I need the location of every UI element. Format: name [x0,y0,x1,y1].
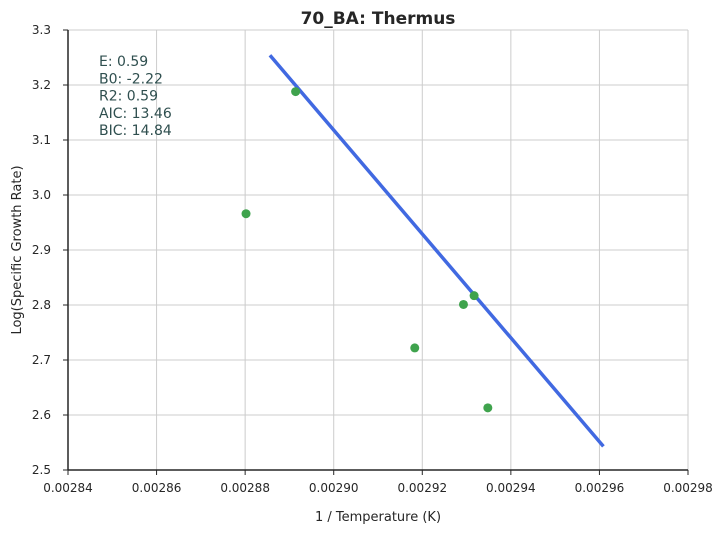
data-point [410,343,419,352]
stat-line: BIC: 14.84 [99,123,172,139]
x-axis-label: 1 / Temperature (K) [315,510,441,525]
stat-line: E: 0.59 [99,54,148,70]
data-point [483,403,492,412]
y-tick-label: 3.3 [32,23,51,37]
y-tick-label: 2.9 [32,243,51,257]
x-tick-label: 0.00292 [397,481,447,495]
y-tick-label: 2.5 [32,463,51,477]
x-tick-label: 0.00288 [220,481,270,495]
y-tick-label: 3.2 [32,78,51,92]
data-point [291,87,300,96]
x-tick-label: 0.00294 [486,481,536,495]
y-axis-label: Log(Specific Growth Rate) [10,165,25,334]
x-tick-label: 0.00284 [43,481,93,495]
data-point [459,300,468,309]
y-tick-label: 2.8 [32,298,51,312]
data-point [242,209,251,218]
y-tick-label: 2.7 [32,353,51,367]
stat-line: R2: 0.59 [99,89,158,105]
x-tick-label: 0.00290 [309,481,359,495]
data-point [470,291,479,300]
x-tick-label: 0.00298 [663,481,713,495]
y-tick-label: 3.1 [32,133,51,147]
chart-title: 70_BA: Thermus [301,9,456,29]
y-tick-label: 3.0 [32,188,51,202]
y-tick-label: 2.6 [32,408,51,422]
stat-line: B0: -2.22 [99,71,163,87]
stat-line: AIC: 13.46 [99,106,172,122]
x-tick-label: 0.00286 [132,481,182,495]
x-tick-label: 0.00296 [575,481,625,495]
